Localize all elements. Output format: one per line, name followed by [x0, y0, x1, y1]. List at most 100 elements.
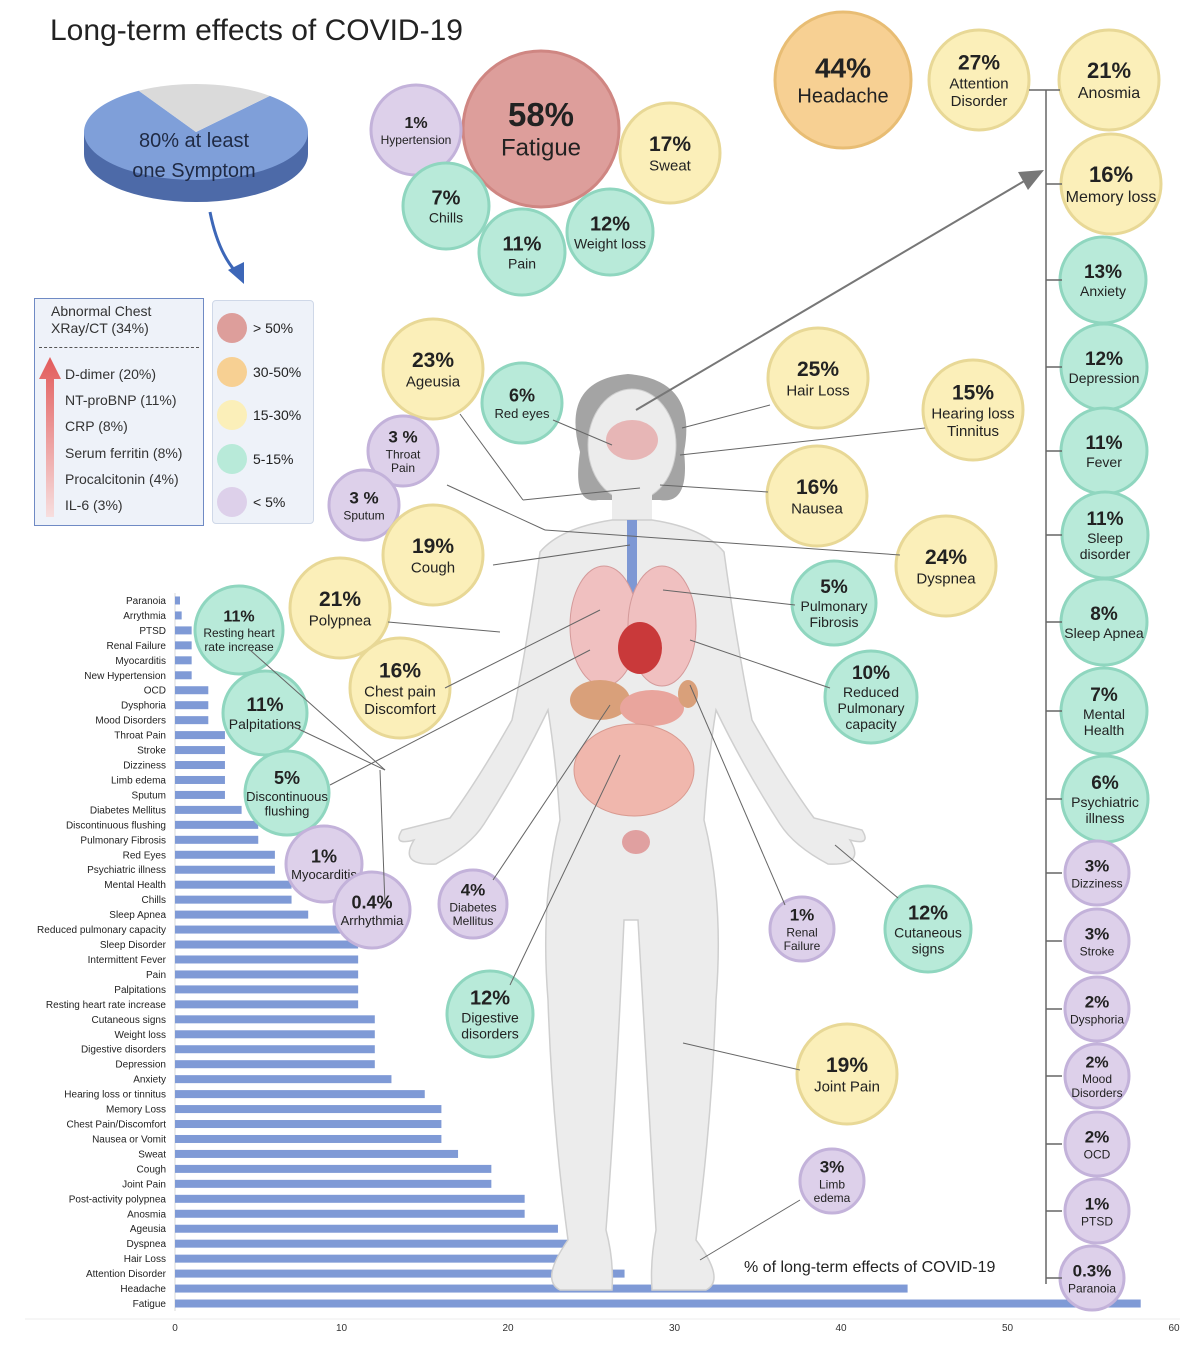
- bubble-circle: [437, 868, 509, 940]
- bar: [175, 1254, 592, 1263]
- bubble-label: Tinnitus: [947, 423, 999, 440]
- bubble-label: Fever: [1086, 454, 1122, 470]
- biomarkers-header-line2: XRay/CT (34%): [51, 320, 149, 336]
- category-label: Hearing loss or tinnitus: [64, 1090, 166, 1101]
- heart-shape: [618, 622, 662, 674]
- bubble-label: Sweat: [649, 157, 692, 174]
- symptom-bubble: 3%Dizziness: [1063, 839, 1131, 907]
- bubble-label: capacity: [845, 716, 896, 732]
- bubble-circle: [927, 28, 1031, 132]
- bubble-circle: [461, 49, 621, 209]
- bubble-label: Arrhythmia: [341, 913, 405, 928]
- symptom-bubble: 16% Memory loss: [1059, 132, 1163, 236]
- bubble-label: Paranoia: [1068, 1281, 1116, 1295]
- leader-line: [689, 684, 786, 906]
- bubble-percentage: 21%: [1087, 58, 1131, 83]
- category-label: Myocarditis: [115, 656, 166, 667]
- bubble-percentage: 1%: [1085, 1195, 1110, 1214]
- bubble-circle: [798, 1147, 866, 1215]
- bubble-percentage: 3 %: [388, 428, 417, 447]
- bubble-label: Dyspnea: [916, 570, 976, 587]
- bubble-label: Stroke: [1080, 944, 1115, 958]
- symptom-bubble: 13%Anxiety: [1058, 235, 1148, 325]
- bubble-percentage: 2%: [1085, 993, 1110, 1012]
- bubble-percentage: 44%: [815, 52, 871, 83]
- bubble-label: Red eyes: [495, 406, 550, 421]
- symptom-bubble: 1%Myocarditis: [284, 824, 364, 904]
- bubble-label: illness: [1086, 810, 1125, 826]
- bubble-percentage: 0.3%: [1073, 1262, 1112, 1281]
- bubble-label: Chest pain: [364, 684, 436, 701]
- bubble-label: Sleep Apnea: [1064, 625, 1144, 641]
- bubble-circle: [1063, 1042, 1131, 1110]
- bar: [175, 940, 359, 949]
- bar: [175, 596, 180, 605]
- category-label: Chills: [142, 895, 166, 906]
- bubble-label: Hypertension: [381, 133, 452, 147]
- category-label: Mood Disorders: [95, 716, 166, 727]
- bubble-label: flushing: [265, 804, 310, 819]
- category-label: Cough: [137, 1164, 166, 1175]
- legend-item: < 5%: [217, 487, 285, 517]
- bubble-circle: [823, 649, 919, 745]
- bubble-circle: [921, 358, 1025, 462]
- symptom-bubble: 12%Weight loss: [565, 187, 655, 277]
- category-label: Sputum: [132, 790, 166, 801]
- category-label: Nausea or Vomit: [92, 1134, 166, 1145]
- bar: [175, 641, 192, 650]
- leader-line: [682, 1042, 801, 1071]
- bubble-percentage: 23%: [412, 349, 454, 372]
- bubble-circle: [284, 824, 364, 904]
- leader-line: [444, 609, 601, 689]
- biomarker-ferritin: Serum ferritin (8%): [65, 445, 183, 461]
- bubble-percentage: 11%: [1087, 509, 1124, 530]
- symptom-bubble: 11%Pain: [477, 207, 567, 297]
- bubble-label: disorders: [461, 1026, 519, 1042]
- bubble-circle: [288, 556, 392, 660]
- bubble-percentage: 12%: [908, 902, 948, 924]
- category-label: Dyspnea: [127, 1239, 167, 1250]
- bubble-label: Pain: [391, 461, 415, 475]
- symptom-bubble: 8%Sleep Apnea: [1059, 577, 1149, 667]
- bubble-circle: [327, 468, 401, 542]
- bubble-circle: [765, 444, 869, 548]
- bubble-percentage: 12%: [1085, 349, 1123, 370]
- category-label: Joint Pain: [122, 1179, 166, 1190]
- bubble-circle: [790, 559, 878, 647]
- category-label: Fatigue: [133, 1299, 167, 1310]
- x-tick-label: 50: [1002, 1323, 1014, 1334]
- symptom-bubble: 2%Dysphoria: [1063, 975, 1131, 1043]
- bubble-label: Dysphoria: [1070, 1012, 1124, 1026]
- bubble-circle: [565, 187, 655, 277]
- bar: [175, 1284, 908, 1293]
- category-label: PTSD: [139, 626, 166, 637]
- category-label: Anxiety: [133, 1075, 166, 1086]
- leader-line: [249, 649, 386, 771]
- bubble-percentage: 11%: [223, 608, 254, 625]
- bubble-label: Mental: [1083, 706, 1125, 722]
- bubble-label: disorder: [1080, 546, 1131, 562]
- brain-pointer-line: [635, 179, 1027, 411]
- category-label: Headache: [120, 1284, 166, 1295]
- legend-label: 30-50%: [253, 364, 302, 380]
- bubble-percentage: 11%: [247, 695, 284, 716]
- leader-line: [689, 639, 831, 689]
- bubble-circle: [1063, 1110, 1131, 1178]
- intestines-shape: [573, 723, 695, 817]
- legend-swatch: [217, 313, 247, 343]
- bar: [175, 1269, 625, 1278]
- bar: [175, 1299, 1141, 1308]
- bubble-label: Cutaneous: [894, 924, 962, 940]
- category-label: Dysphoria: [121, 701, 166, 712]
- kidney-shape: [678, 680, 698, 708]
- bubble-label: Weight loss: [574, 235, 646, 251]
- symptom-bubble: 25%Hair Loss: [766, 326, 870, 430]
- bubble-percentage: 21%: [319, 588, 361, 611]
- category-label: Sleep Apnea: [109, 910, 166, 921]
